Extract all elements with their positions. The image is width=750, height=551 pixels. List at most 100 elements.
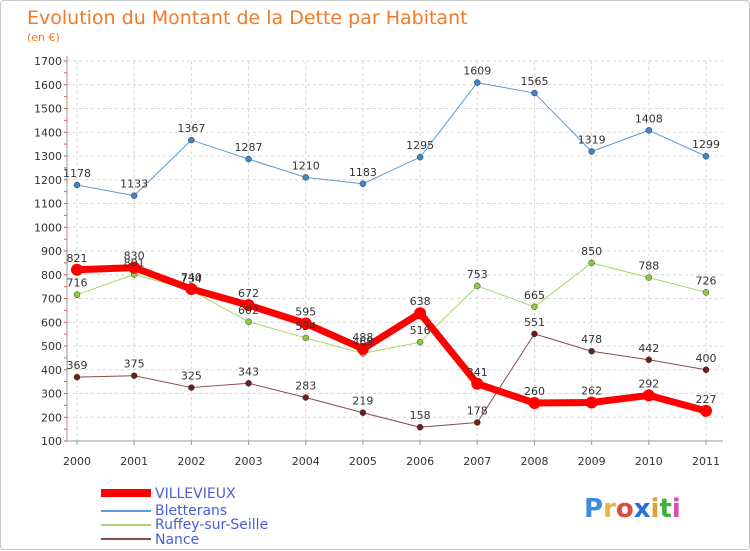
data-label-nance-2004: 283 (295, 380, 316, 393)
legend: VILLEVIEUX Bletterans Ruffey-sur-Seille … (101, 486, 268, 548)
point-bletterans-2002 (188, 136, 195, 144)
point-bletterans-2011 (702, 152, 710, 160)
x-axis-ticks: 2000 2001 2002 2003 2004 2005 2006 2007 2008 2009… (63, 455, 720, 468)
y-tick-label-400: 400 (41, 364, 62, 377)
x-tick-label-2011: 2011 (692, 455, 720, 468)
point-villevieux-2010 (642, 389, 655, 402)
data-label-bletterans-2011: 1299 (692, 138, 720, 151)
data-label-villevieux-2005: 488 (352, 331, 373, 344)
point-bletterans-2003 (245, 155, 252, 163)
point-villevieux-2009 (585, 396, 598, 409)
chart-title: Evolution du Montant de la Dette par Hab… (27, 7, 468, 29)
data-label-bletterans-2004: 1210 (292, 159, 320, 172)
point-bletterans-2005 (359, 180, 367, 188)
point-bletterans-2009 (588, 148, 595, 155)
data-label-nance-2008: 551 (524, 316, 545, 329)
data-label-bletterans-2002: 1367 (177, 122, 205, 135)
point-nance-2003 (245, 380, 252, 387)
y-tick-label-600: 600 (41, 316, 62, 329)
data-label-bletterans-2006: 1295 (406, 139, 434, 152)
point-ruffey-sur-seille-2009 (588, 259, 595, 267)
point-bletterans-2007 (474, 79, 481, 86)
data-labels: 1178 1133 1367 1287 1210 1183 1295 1609 1565 1319… (63, 65, 720, 423)
y-tick-label-1300: 1300 (34, 150, 62, 163)
proxiti-logo: Proxiti (584, 494, 681, 524)
point-nance-2009 (588, 347, 595, 355)
data-label-nance-2007: 178 (467, 404, 488, 417)
point-nance-2006 (416, 423, 424, 431)
data-label-villevieux-2006: 638 (410, 295, 431, 308)
data-label-villevieux-2010: 292 (638, 377, 659, 390)
point-villevieux-2003 (242, 299, 255, 312)
data-label-villevieux-2002: 740 (181, 271, 202, 284)
data-label-villevieux-2008: 260 (524, 385, 545, 398)
data-label-nance-2005: 219 (352, 395, 373, 408)
chart-subtitle: (en €) (27, 31, 60, 44)
data-label-bletterans-2008: 1565 (520, 75, 548, 88)
point-nance-2007 (474, 419, 481, 426)
data-label-villevieux-2009: 262 (581, 385, 602, 398)
point-nance-2004 (302, 394, 309, 401)
y-tick-label-900: 900 (41, 245, 62, 258)
proxiti-logo-text: Proxiti (584, 494, 681, 524)
point-nance-2005 (359, 409, 367, 416)
data-label-nance-2006: 158 (410, 409, 431, 422)
point-ruffey-sur-seille-2003 (245, 318, 252, 326)
point-bletterans-2004 (302, 174, 309, 181)
data-label-ruffey-sur-seille-2008: 665 (524, 289, 545, 302)
point-ruffey-sur-seille-2011 (702, 289, 710, 296)
legend-label-villevieux: VILLEVIEUX (155, 486, 236, 502)
logo-letter-0: P (584, 494, 603, 524)
data-label-villevieux-2001: 830 (124, 250, 145, 263)
x-tick-label-2003: 2003 (235, 455, 263, 468)
point-ruffey-sur-seille-2004 (302, 334, 309, 342)
point-nance-2000 (73, 373, 81, 381)
series-line-villevieux (73, 264, 710, 415)
y-tick-label-100: 100 (41, 435, 62, 448)
y-tick-label-800: 800 (41, 269, 62, 282)
point-nance-2001 (130, 372, 138, 379)
data-label-bletterans-2001: 1133 (120, 178, 148, 191)
point-nance-2008 (531, 330, 538, 338)
legend-swatch-villevieux (101, 489, 151, 497)
point-bletterans-2000 (73, 181, 81, 189)
logo-letter-2: o (616, 494, 634, 524)
point-villevieux-2000 (71, 263, 83, 276)
series-group (71, 79, 712, 431)
data-label-nance-2010: 442 (638, 342, 659, 355)
x-tick-label-2000: 2000 (63, 455, 91, 468)
axes (64, 56, 723, 445)
point-villevieux-2008 (528, 397, 541, 409)
logo-letter-6: i (672, 494, 681, 524)
y-tick-label-300: 300 (41, 388, 62, 401)
y-tick-label-1100: 1100 (34, 198, 62, 211)
data-label-bletterans-2010: 1408 (635, 112, 663, 125)
point-bletterans-2008 (531, 89, 538, 97)
y-tick-label-200: 200 (41, 411, 62, 424)
y-tick-label-1500: 1500 (34, 103, 62, 116)
x-tick-label-2004: 2004 (292, 455, 320, 468)
y-tick-label-700: 700 (41, 293, 62, 306)
legend-label-nance: Nance (155, 532, 199, 548)
legend-label-bletterans: Bletterans (155, 503, 227, 519)
point-ruffey-sur-seille-2008 (531, 303, 538, 311)
x-tick-label-2008: 2008 (520, 455, 548, 468)
data-label-bletterans-2000: 1178 (63, 167, 91, 180)
point-ruffey-sur-seille-2010 (645, 274, 653, 281)
data-label-nance-2011: 400 (696, 352, 717, 365)
point-villevieux-2005 (356, 342, 369, 355)
data-label-ruffey-sur-seille-2004: 534 (295, 320, 316, 333)
data-label-ruffey-sur-seille-2000: 716 (67, 277, 88, 290)
series-line-nance (76, 333, 707, 428)
data-label-ruffey-sur-seille-2003: 602 (238, 304, 259, 317)
legend-label-ruffey: Ruffey-sur-Seille (155, 517, 268, 533)
point-ruffey-sur-seille-2000 (73, 291, 81, 298)
point-villevieux-2001 (128, 261, 141, 274)
point-villevieux-2006 (414, 307, 427, 320)
data-label-villevieux-2003: 672 (238, 287, 259, 300)
logo-letter-4: i (651, 494, 660, 524)
y-tick-label-500: 500 (41, 340, 62, 353)
y-axis-ticks: 100 200 300 400 500 600 700 800 900 1000 1100 1200 1… (34, 55, 62, 448)
data-label-ruffey-sur-seille-2010: 788 (638, 260, 659, 273)
